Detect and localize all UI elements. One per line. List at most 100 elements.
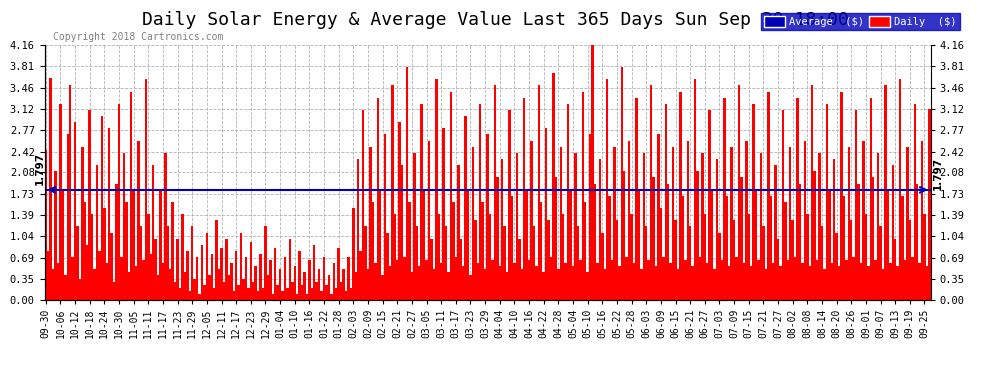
Bar (186, 251, 188, 300)
Bar (418, 266, 421, 300)
Bar (330, 294, 333, 300)
Bar (718, 232, 721, 300)
Bar (249, 242, 252, 300)
Bar (604, 269, 606, 300)
Bar (674, 220, 677, 300)
Bar (171, 202, 174, 300)
Bar (230, 263, 233, 300)
Bar (633, 263, 636, 300)
Bar (323, 257, 326, 300)
Bar (79, 279, 81, 300)
Bar (113, 282, 116, 300)
Bar (613, 147, 616, 300)
Bar (59, 104, 61, 300)
Bar (521, 269, 523, 300)
Bar (125, 202, 128, 300)
Bar (591, 45, 594, 300)
Bar (411, 272, 413, 300)
Bar (281, 291, 284, 300)
Bar (657, 135, 659, 300)
Bar (362, 110, 364, 300)
Bar (769, 196, 772, 300)
Bar (869, 98, 872, 300)
Bar (789, 147, 791, 300)
Bar (557, 269, 559, 300)
Bar (892, 165, 894, 300)
Bar (845, 260, 847, 300)
Bar (764, 269, 767, 300)
Bar (628, 141, 631, 300)
Bar (274, 248, 276, 300)
Bar (138, 141, 140, 300)
Bar (814, 171, 816, 300)
Bar (313, 245, 316, 300)
Bar (286, 288, 289, 300)
Bar (636, 98, 638, 300)
Bar (318, 269, 321, 300)
Bar (148, 214, 149, 300)
Bar (238, 285, 240, 300)
Bar (554, 177, 557, 300)
Bar (919, 263, 921, 300)
Bar (721, 260, 723, 300)
Bar (431, 239, 433, 300)
Bar (252, 282, 254, 300)
Bar (438, 214, 440, 300)
Bar (762, 226, 764, 300)
Bar (143, 260, 145, 300)
Bar (904, 260, 906, 300)
Bar (506, 272, 508, 300)
Bar (103, 208, 106, 300)
Bar (914, 104, 916, 300)
Bar (850, 220, 852, 300)
Bar (384, 135, 386, 300)
Bar (203, 285, 206, 300)
Bar (123, 153, 125, 300)
Bar (596, 263, 599, 300)
Bar (345, 291, 347, 300)
Bar (435, 80, 438, 300)
Bar (543, 272, 545, 300)
Text: Daily Solar Energy & Average Value Last 365 Days Sun Sep 30 18:00: Daily Solar Energy & Average Value Last … (142, 11, 848, 29)
Bar (354, 272, 357, 300)
Bar (736, 257, 738, 300)
Bar (352, 208, 354, 300)
Bar (169, 269, 171, 300)
Bar (357, 159, 359, 300)
Bar (682, 196, 684, 300)
Bar (518, 239, 521, 300)
Bar (386, 232, 389, 300)
Bar (443, 128, 445, 300)
Bar (45, 150, 47, 300)
Bar (47, 251, 50, 300)
Bar (426, 260, 428, 300)
Bar (594, 183, 596, 300)
Bar (279, 269, 281, 300)
Bar (547, 220, 549, 300)
Bar (198, 294, 201, 300)
Bar (154, 239, 156, 300)
Bar (801, 263, 804, 300)
Bar (364, 226, 366, 300)
Bar (638, 190, 641, 300)
Bar (406, 67, 408, 300)
Bar (149, 254, 151, 300)
Bar (467, 190, 469, 300)
Bar (696, 171, 699, 300)
Bar (269, 260, 271, 300)
Bar (176, 239, 179, 300)
Bar (564, 263, 567, 300)
Bar (867, 266, 869, 300)
Bar (333, 263, 335, 300)
Bar (772, 263, 774, 300)
Bar (140, 226, 143, 300)
Bar (787, 260, 789, 300)
Bar (489, 214, 491, 300)
Bar (51, 269, 54, 300)
Bar (389, 266, 391, 300)
Bar (589, 135, 591, 300)
Bar (833, 159, 836, 300)
Bar (711, 190, 714, 300)
Bar (101, 116, 103, 300)
Bar (228, 276, 230, 300)
